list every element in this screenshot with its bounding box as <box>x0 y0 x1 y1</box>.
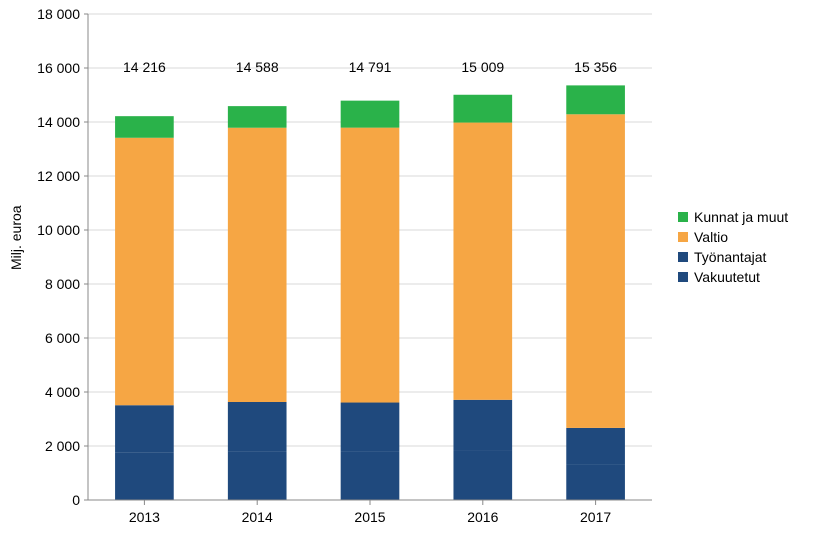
svg-text:2015: 2015 <box>354 509 385 525</box>
svg-text:12 000: 12 000 <box>37 168 80 184</box>
y-axis-label: Milj. euroa <box>8 205 24 270</box>
legend-item: Valtio <box>678 230 788 244</box>
legend-label: Vakuutetut <box>694 270 760 284</box>
svg-text:10 000: 10 000 <box>37 222 80 238</box>
svg-text:6 000: 6 000 <box>45 330 80 346</box>
legend-item: Työnantajat <box>678 250 788 264</box>
legend-swatch-tyonantajat-icon <box>678 252 688 262</box>
legend-swatch-valtio-icon <box>678 232 688 242</box>
stacked-bar-chart: Milj. euroa 0 2 000 4 000 6 000 8 000 10 000 1… <box>0 0 828 540</box>
legend-label: Työnantajat <box>694 250 766 264</box>
svg-text:2014: 2014 <box>242 509 273 525</box>
svg-text:14 791: 14 791 <box>349 59 392 75</box>
svg-text:15 356: 15 356 <box>574 59 617 75</box>
svg-text:2013: 2013 <box>129 509 160 525</box>
svg-text:14 216: 14 216 <box>123 59 166 75</box>
svg-text:4 000: 4 000 <box>45 384 80 400</box>
svg-text:2017: 2017 <box>580 509 611 525</box>
svg-text:2016: 2016 <box>467 509 498 525</box>
legend-label: Kunnat ja muut <box>694 210 788 224</box>
svg-text:8 000: 8 000 <box>45 276 80 292</box>
legend: Kunnat ja muut Valtio Työnantajat Vakuut… <box>678 210 788 290</box>
svg-text:16 000: 16 000 <box>37 60 80 76</box>
svg-text:14 588: 14 588 <box>236 59 279 75</box>
legend-item: Kunnat ja muut <box>678 210 788 224</box>
svg-text:18 000: 18 000 <box>37 6 80 22</box>
svg-text:15 009: 15 009 <box>461 59 504 75</box>
legend-swatch-kunnat-icon <box>678 212 688 222</box>
legend-label: Valtio <box>694 230 728 244</box>
svg-text:0: 0 <box>72 492 80 508</box>
svg-text:14 000: 14 000 <box>37 114 80 130</box>
legend-swatch-vakuutetut-icon <box>678 272 688 282</box>
svg-text:2 000: 2 000 <box>45 438 80 454</box>
legend-item: Vakuutetut <box>678 270 788 284</box>
